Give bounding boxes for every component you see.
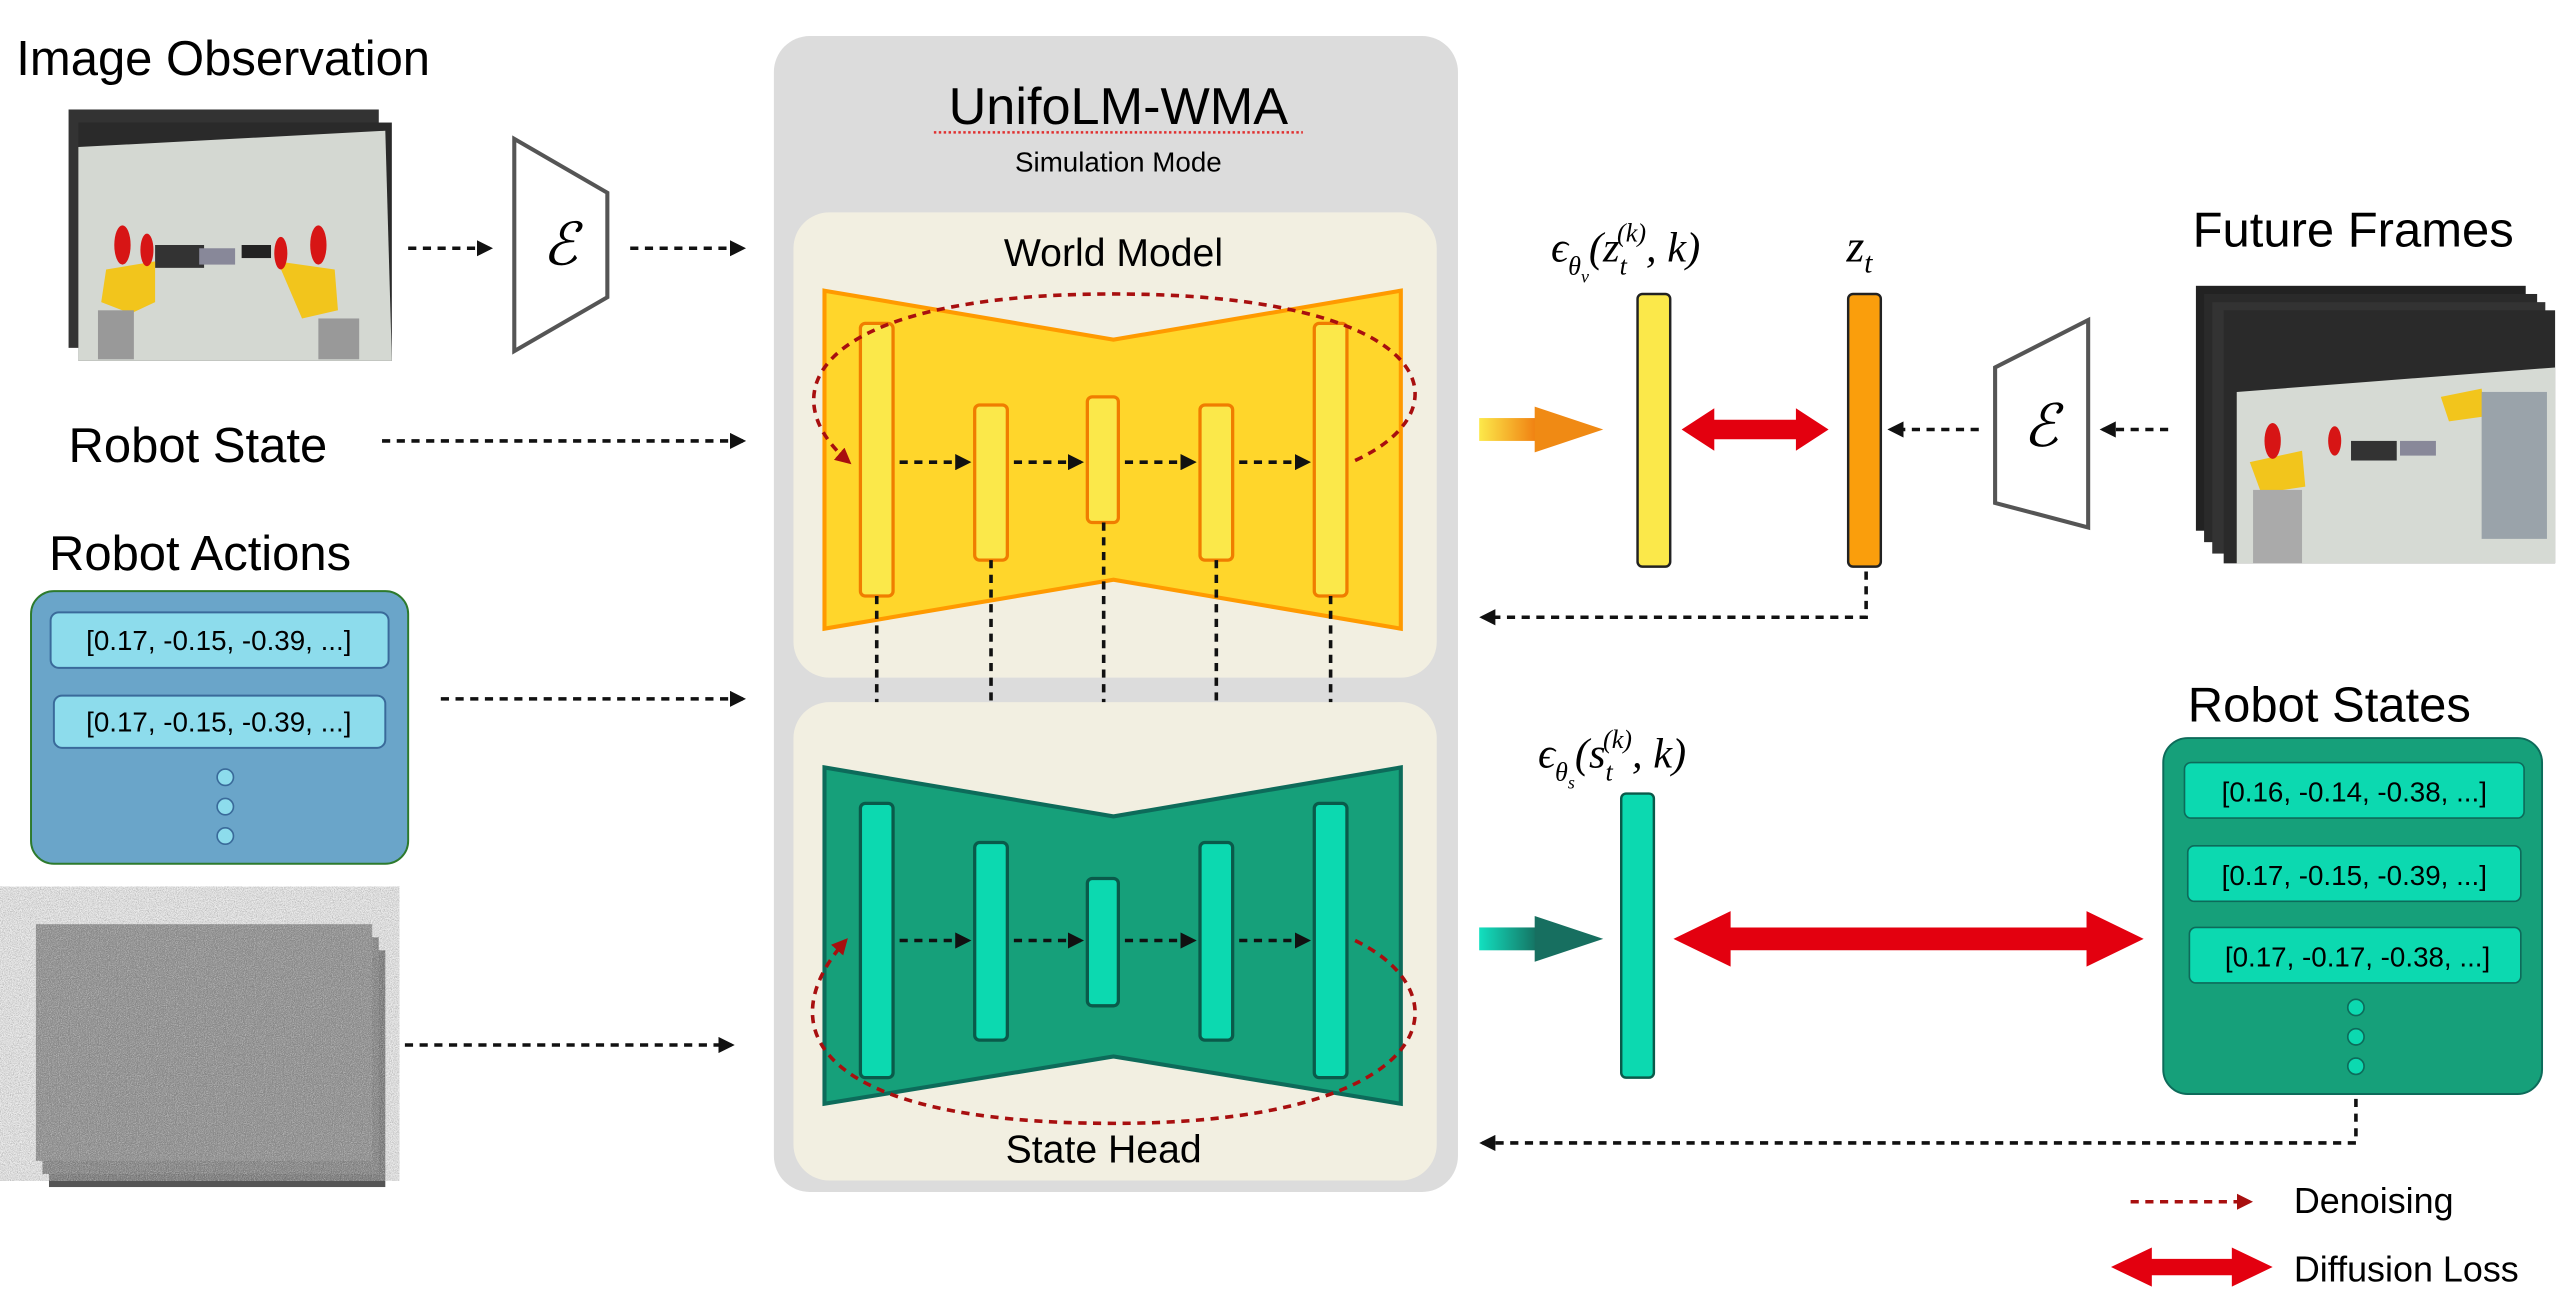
model-subtitle: Simulation Mode [1015,147,1222,178]
video-output-arrow [1479,406,1604,453]
wm-layer [1198,403,1235,562]
legend-diffusion-loss-label: Diffusion Loss [2294,1249,2519,1290]
state-output-arrow [1479,916,1604,962]
state-row [2183,761,2525,819]
wm-layer [1085,395,1120,525]
state-row-text: [0.17, -0.17, -0.38, ...] [2225,942,2490,973]
world-model-label: World Model [1004,232,1223,275]
latent-label: zt [1846,220,1874,279]
wm-layer [1312,321,1349,598]
sh-layer [973,840,1009,1042]
robot-states-box: [0.16, -0.14, -0.38, ...] [0.17, -0.15, … [2162,737,2544,1095]
action-row [52,694,387,749]
ellipsis-dots [216,768,235,845]
sh-denoising-loop [810,938,1417,1126]
sh-layer [858,801,895,1080]
wm-denoising-loop [812,292,1417,465]
state-row-text: [0.17, -0.15, -0.39, ...] [2222,860,2487,891]
encoder-block-left [512,135,610,355]
state-head-layers [858,801,1349,1080]
image-observation-photo [68,109,392,361]
action-row-text: [0.17, -0.15, -0.39, ...] [86,625,351,656]
action-row [49,611,390,669]
world-model-layers [858,321,1349,598]
sh-layer [1198,840,1235,1042]
latent-feedback-arrow [1479,571,1868,626]
noise-frames [29,911,386,1188]
action-row-text: [0.17, -0.15, -0.39, ...] [86,707,351,738]
wm-layer [973,403,1009,562]
robot-states-label: Robot States [2188,679,2471,733]
video-noise-pred-label: ϵθv(zt(k), k) [1551,219,1700,287]
encoder-symbol: ℰ [542,213,583,278]
legend-diffusion-loss-icon [2111,1247,2273,1287]
image-observation-label: Image Observation [16,32,430,86]
legend-denoising-label: Denoising [2294,1180,2454,1221]
model-title: UnifoLM-WMA [949,78,1289,136]
target-latent-bar [1846,292,1883,568]
state-row-text: [0.16, -0.14, -0.38, ...] [2222,777,2487,808]
wm-layer [858,321,895,598]
state-noise-pred-label: ϵθs(st(k), k) [1538,725,1686,793]
predicted-state-bar [1620,792,1656,1079]
legend: Denoising Diffusion Loss [2111,1180,2519,1290]
sh-layer [1312,801,1349,1080]
predicted-latent-bar [1636,292,1672,568]
state-feedback-arrow [1479,1098,2358,1152]
video-diffusion-loss-arrow [1681,408,1829,451]
future-frames-label: Future Frames [2193,204,2514,258]
encoder-block-right [1993,316,2091,531]
future-frames-photo [2195,285,2556,564]
robot-actions-box: [0.17, -0.15, -0.39, ...] [0.17, -0.15, … [30,590,410,865]
sh-layer [1085,876,1120,1008]
robot-actions-label: Robot Actions [49,527,351,581]
state-row [2188,926,2522,984]
ellipsis-dots [2346,998,2365,1076]
state-diffusion-loss-arrow [1673,911,2144,967]
encoder-symbol: ℰ [2023,394,2064,459]
state-row [2186,845,2522,903]
state-head-label: State Head [1006,1129,1202,1172]
robot-state-label: Robot State [69,419,328,473]
